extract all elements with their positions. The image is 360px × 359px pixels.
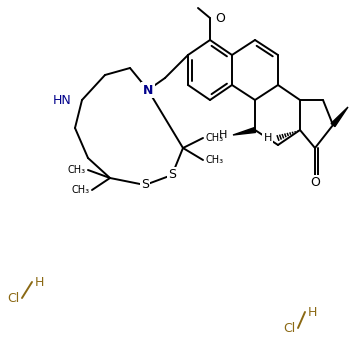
Text: O: O [310, 177, 320, 190]
Text: CH₃: CH₃ [68, 165, 86, 175]
Text: CH₃: CH₃ [205, 133, 223, 143]
Polygon shape [233, 127, 256, 135]
Text: CH₃: CH₃ [72, 185, 90, 195]
Polygon shape [331, 107, 348, 127]
Text: H: H [308, 306, 318, 318]
Text: S: S [141, 178, 149, 191]
Text: H: H [219, 130, 227, 140]
Text: N: N [143, 84, 153, 97]
Text: Cl: Cl [283, 322, 295, 335]
Text: HN: HN [53, 93, 72, 107]
Text: Cl: Cl [7, 292, 19, 304]
Text: H: H [35, 275, 44, 289]
Text: CH₃: CH₃ [205, 155, 223, 165]
Text: S: S [168, 168, 176, 182]
Text: H: H [264, 133, 272, 143]
Text: O: O [215, 11, 225, 24]
